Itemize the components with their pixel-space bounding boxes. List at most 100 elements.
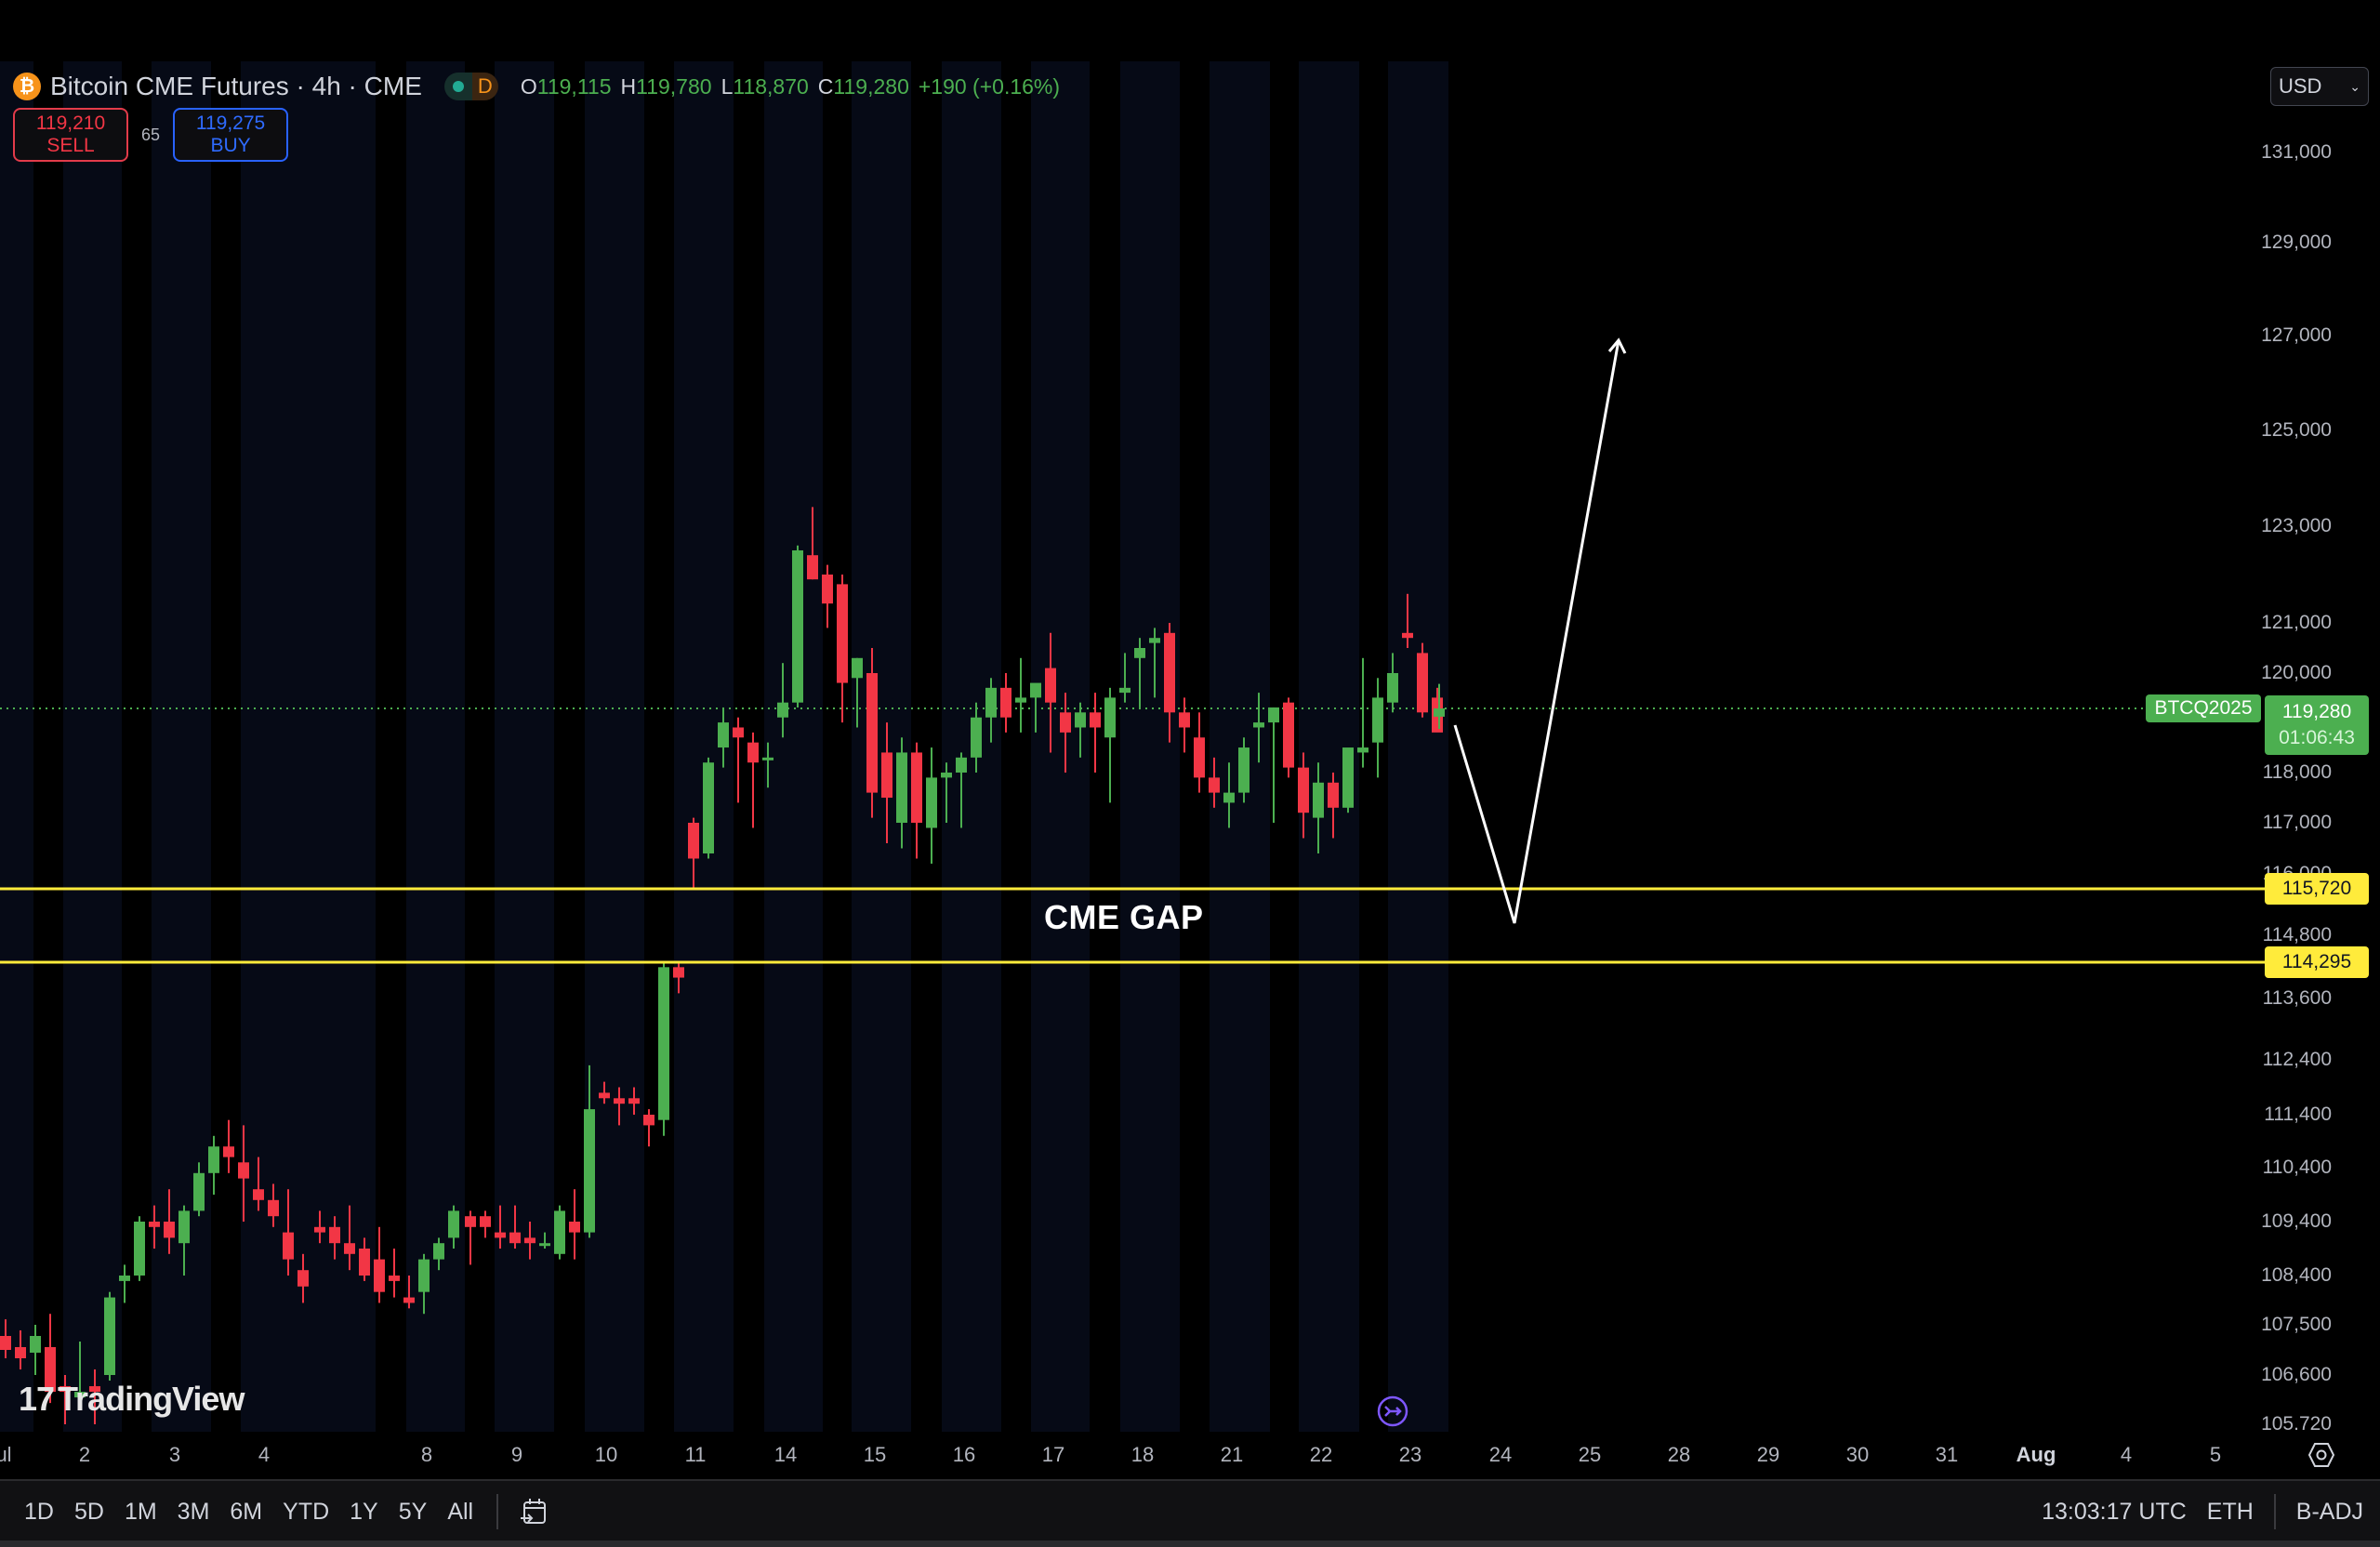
ohlc-values: O119,115 H119,780 L118,870 C119,280 +190…	[520, 73, 1061, 99]
time-axis-tick: Aug	[2016, 1443, 2056, 1466]
low-value: 118,870	[733, 73, 809, 99]
date-range-buttons: 1D 5D 1M 3M 6M YTD 1Y 5Y All	[0, 1499, 483, 1526]
price-axis-tick: 117,000	[2262, 812, 2332, 833]
close-value: 119,280	[833, 73, 909, 99]
time-axis-tick: 11	[684, 1443, 707, 1466]
price-axis-tick: 110,400	[2262, 1157, 2332, 1178]
bar-countdown: 01:06:43	[2279, 727, 2355, 748]
sell-label: SELL	[46, 135, 95, 156]
sell-price: 119,210	[35, 112, 106, 134]
go-to-date-calendar-icon[interactable]	[519, 1496, 550, 1527]
range-button-6m[interactable]: 6M	[230, 1498, 263, 1525]
range-button-1y[interactable]: 1Y	[350, 1498, 378, 1525]
time-axis-tick: 25	[1578, 1443, 1602, 1466]
price-axis-tick: 114,800	[2262, 924, 2332, 945]
symbol-price-tag: BTCQ2025	[2146, 694, 2261, 722]
symbol-title[interactable]: Bitcoin CME Futures · 4h · CME	[50, 72, 422, 100]
tradingview-logo[interactable]: 17 TradingView	[19, 1380, 245, 1418]
time-axis-tick: 15	[863, 1443, 887, 1466]
time-axis-tick: 21	[1220, 1443, 1244, 1466]
cme-gap-label[interactable]: CME GAP	[1044, 898, 1204, 936]
time-axis-tick: 16	[952, 1443, 976, 1466]
session-bands	[0, 61, 1448, 1432]
price-axis-tick: 109,400	[2261, 1210, 2332, 1232]
range-button-3m[interactable]: 3M	[177, 1498, 210, 1525]
time-axis-tick: 18	[1130, 1443, 1155, 1466]
time-axis-tick: 10	[594, 1443, 618, 1466]
tradingview-mark-icon: 17	[19, 1380, 55, 1418]
price-axis-tick: 131,000	[2261, 141, 2332, 163]
gap-top-price-tag: 115,720	[2265, 873, 2369, 905]
price-axis-tick: 112,400	[2262, 1049, 2332, 1070]
price-axis-tick: 113,600	[2262, 987, 2332, 1009]
price-axis-tick: 120,000	[2261, 662, 2332, 683]
chart-legend: ₿ Bitcoin CME Futures · 4h · CME D O119,…	[13, 69, 1060, 104]
bottom-right-status: 13:03:17 UTC ETH B-ADJ	[2042, 1481, 2363, 1542]
projection-path-drawing[interactable]	[1453, 339, 1620, 924]
buy-label: BUY	[210, 135, 251, 156]
range-button-ytd[interactable]: YTD	[283, 1498, 330, 1525]
divider	[496, 1494, 499, 1529]
change-value: +190 (+0.16%)	[918, 73, 1061, 99]
time-axis-tick: 3	[168, 1443, 181, 1466]
session-toggle[interactable]: ETH	[2206, 1498, 2254, 1525]
time-axis-tick: 4	[258, 1443, 271, 1466]
price-axis-tick: 108,400	[2261, 1264, 2332, 1286]
replay-jump-icon[interactable]	[1376, 1395, 1409, 1428]
range-button-1d[interactable]: 1D	[24, 1498, 54, 1525]
bottom-edge	[0, 1540, 2380, 1547]
price-axis-tick: 121,000	[2261, 612, 2332, 633]
utc-clock[interactable]: 13:03:17 UTC	[2042, 1498, 2187, 1525]
buy-price: 119,275	[195, 112, 266, 134]
market-open-dot-icon	[452, 81, 464, 92]
price-chart[interactable]	[0, 0, 2380, 1479]
last-price-tag: 119,280 01:06:43	[2265, 695, 2369, 755]
price-axis-tick: 105.720	[2261, 1413, 2332, 1435]
high-value: 119,780	[636, 73, 712, 99]
time-axis-tick: 30	[1845, 1443, 1870, 1466]
open-value: 119,115	[536, 73, 612, 99]
price-axis-tick: 127,000	[2261, 324, 2332, 346]
time-axis-tick: 5	[2209, 1443, 2222, 1466]
trade-panel: 119,210 SELL 65 119,275 BUY	[13, 108, 289, 162]
price-axis-tick: 107,500	[2261, 1314, 2332, 1335]
time-axis-tick: 29	[1756, 1443, 1780, 1466]
time-axis-tick: 14	[774, 1443, 798, 1466]
time-axis-tick: ul	[0, 1443, 12, 1466]
time-axis-tick: 22	[1309, 1443, 1333, 1466]
range-button-all[interactable]: All	[447, 1498, 474, 1525]
adjustment-toggle[interactable]: B-ADJ	[2295, 1498, 2363, 1525]
candlesticks	[0, 507, 1445, 1424]
bitcoin-icon: ₿	[13, 73, 41, 100]
price-axis-tick: 106,600	[2261, 1364, 2332, 1385]
time-axis-tick: 23	[1398, 1443, 1422, 1466]
price-axis-tick: 125,000	[2261, 419, 2332, 441]
time-axis-tick: 2	[78, 1443, 91, 1466]
buy-button[interactable]: 119,275 BUY	[173, 108, 289, 162]
time-axis-tick: 9	[510, 1443, 523, 1466]
chevron-down-icon: ⌄	[2349, 78, 2360, 94]
time-axis-tick: 24	[1488, 1443, 1513, 1466]
gap-bottom-price-tag: 114,295	[2265, 946, 2369, 978]
range-button-1m[interactable]: 1M	[124, 1498, 157, 1525]
divider	[2273, 1494, 2276, 1529]
arrow-head-icon	[1607, 337, 1627, 354]
range-button-5y[interactable]: 5Y	[398, 1498, 428, 1525]
price-axis-tick: 129,000	[2261, 231, 2332, 253]
market-status-pill[interactable]: D	[443, 73, 498, 100]
price-axis-tick: 111,400	[2264, 1104, 2332, 1125]
time-axis-tick: 8	[420, 1443, 433, 1466]
settings-hexagon-icon[interactable]	[2307, 1441, 2335, 1469]
time-axis-tick: 4	[2120, 1443, 2133, 1466]
currency-select[interactable]: USD ⌄	[2270, 67, 2369, 106]
price-axis-tick: 123,000	[2261, 515, 2332, 536]
sell-button[interactable]: 119,210 SELL	[13, 108, 128, 162]
bottom-toolbar: 1D 5D 1M 3M 6M YTD 1Y 5Y All 13:03:17 UTC ETH B-…	[0, 1479, 2380, 1542]
time-axis-tick: 17	[1041, 1443, 1065, 1466]
range-button-5d[interactable]: 5D	[73, 1498, 104, 1525]
price-axis-tick: 118,000	[2262, 761, 2332, 783]
time-axis-tick: 31	[1935, 1443, 1959, 1466]
time-axis-tick: 28	[1667, 1443, 1691, 1466]
spread-value: 65	[141, 125, 161, 144]
delayed-data-badge: D	[471, 73, 498, 100]
